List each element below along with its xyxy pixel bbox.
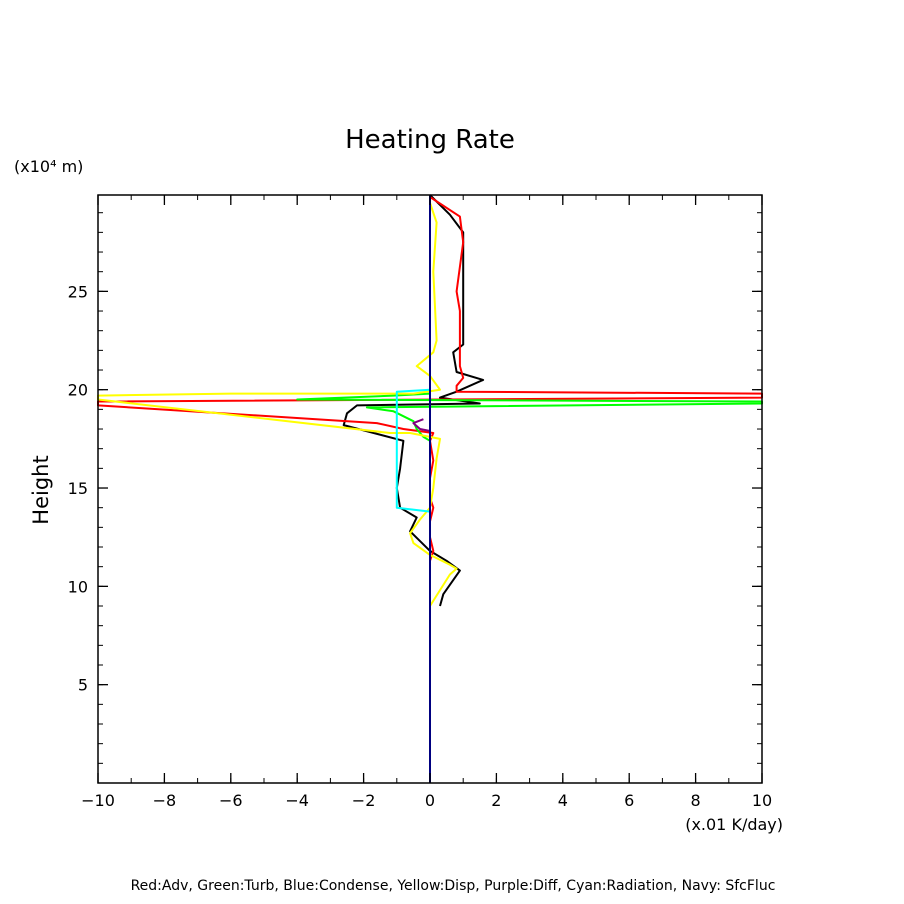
y-tick-label: 25 xyxy=(68,282,88,301)
x-tick-label: −4 xyxy=(285,791,309,810)
x-tick-label: −6 xyxy=(219,791,243,810)
series-diff-line xyxy=(412,418,431,432)
y-axis-label: Height xyxy=(29,455,53,524)
x-tick-label: 0 xyxy=(425,791,435,810)
x-axis-ticks: −10 −8 −6 −4 −2 0 2 4 6 8 10 xyxy=(81,195,772,810)
x-tick-label: 6 xyxy=(624,791,634,810)
x-tick-label: −2 xyxy=(352,791,376,810)
y-tick-label: 10 xyxy=(68,577,88,596)
plot-frame xyxy=(97,194,763,784)
y-tick-label: 20 xyxy=(68,381,88,400)
y-tick-label: 5 xyxy=(78,676,88,695)
y-tick-label: 15 xyxy=(68,479,88,498)
y-axis-ticks: 5 10 15 20 25 xyxy=(68,282,762,695)
y-unit-label: (x10⁴ m) xyxy=(14,157,83,176)
series-layer xyxy=(97,194,763,783)
chart-title: Heating Rate xyxy=(345,125,515,155)
series-turb-line xyxy=(296,392,763,522)
x-axis-label: (x.01 K/day) xyxy=(685,815,783,834)
series-radiation-line xyxy=(395,388,431,513)
x-tick-label: 4 xyxy=(558,791,568,810)
x-tick-label: 2 xyxy=(491,791,501,810)
x-tick-label: −10 xyxy=(81,791,115,810)
x-tick-label: −8 xyxy=(153,791,177,810)
x-tick-label: 8 xyxy=(691,791,701,810)
legend: Red:Adv, Green:Turb, Blue:Condense, Yell… xyxy=(131,878,776,894)
x-tick-label: 10 xyxy=(752,791,772,810)
